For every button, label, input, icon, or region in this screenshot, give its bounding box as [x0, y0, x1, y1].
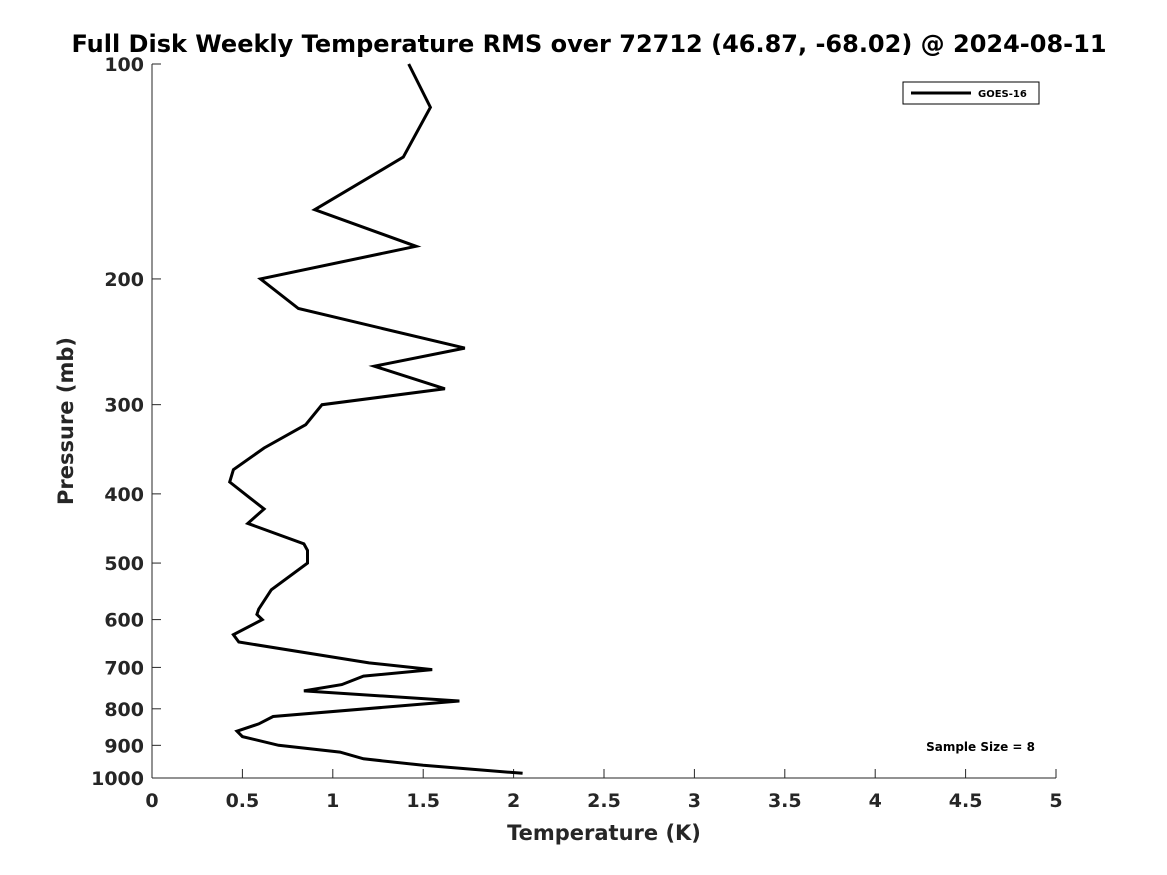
y-tick-label: 300: [104, 395, 144, 417]
y-tick-label: 100: [104, 54, 144, 76]
x-tick-label: 0: [145, 790, 158, 812]
x-tick-label: 4: [869, 790, 882, 812]
legend-label: GOES-16: [978, 89, 1027, 100]
x-tick-label: 2: [507, 790, 520, 812]
y-axis-label: Pressure (mb): [54, 337, 78, 505]
y-tick-label: 700: [104, 657, 144, 679]
legend: GOES-16: [902, 81, 1040, 105]
x-tick-label: 3.5: [768, 790, 802, 812]
x-tick-label: 1: [326, 790, 339, 812]
x-axis-label: Temperature (K): [507, 821, 701, 845]
y-ticks: 100 200 300 400 500 600 700 800 900 1000: [91, 54, 161, 790]
sample-size-annotation: Sample Size = 8: [926, 740, 1035, 754]
y-tick-label: 400: [104, 484, 144, 506]
y-tick-label: 1000: [91, 768, 144, 790]
x-ticks: 0 0.5 1 1.5 2 2.5 3 3.5 4 4.5 5: [145, 769, 1063, 812]
x-tick-label: 4.5: [949, 790, 983, 812]
chart-title: Full Disk Weekly Temperature RMS over 72…: [71, 30, 1106, 58]
y-tick-label: 600: [104, 610, 144, 632]
series-layer: [227, 63, 523, 775]
series-line-goes-16: [227, 63, 523, 775]
y-tick-label: 900: [104, 735, 144, 757]
x-tick-label: 1.5: [406, 790, 440, 812]
y-tick-label: 500: [104, 553, 144, 575]
plot-area: [152, 64, 1056, 778]
x-tick-label: 0.5: [226, 790, 260, 812]
x-tick-label: 5: [1049, 790, 1062, 812]
x-tick-label: 3: [688, 790, 701, 812]
y-tick-label: 200: [104, 269, 144, 291]
y-tick-label: 800: [104, 699, 144, 721]
x-tick-label: 2.5: [587, 790, 621, 812]
